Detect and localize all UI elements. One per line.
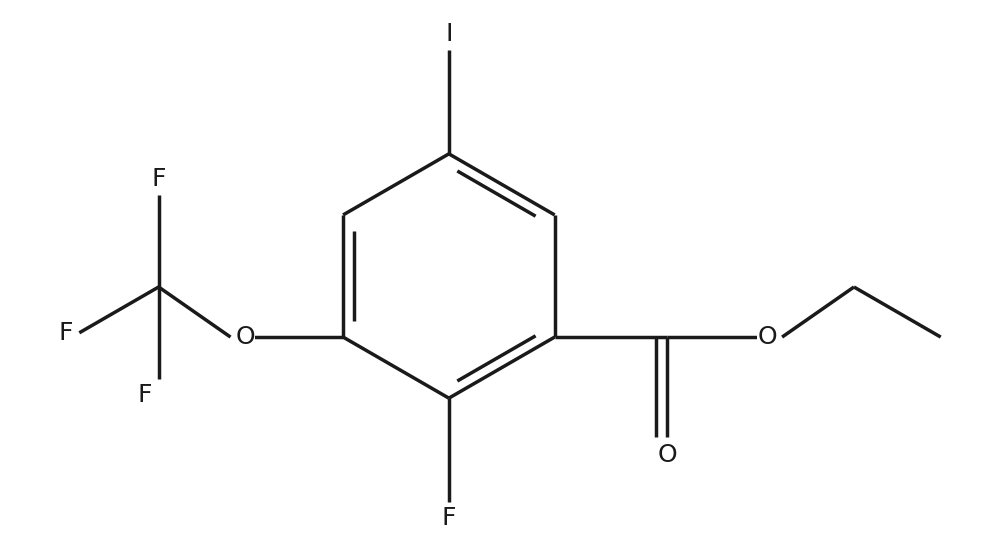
Text: F: F bbox=[151, 167, 165, 191]
Text: I: I bbox=[444, 22, 452, 46]
Text: O: O bbox=[657, 443, 676, 466]
Text: O: O bbox=[236, 325, 255, 349]
Text: O: O bbox=[756, 325, 776, 349]
Text: F: F bbox=[58, 321, 73, 345]
Text: F: F bbox=[441, 506, 455, 530]
Text: F: F bbox=[137, 383, 152, 407]
